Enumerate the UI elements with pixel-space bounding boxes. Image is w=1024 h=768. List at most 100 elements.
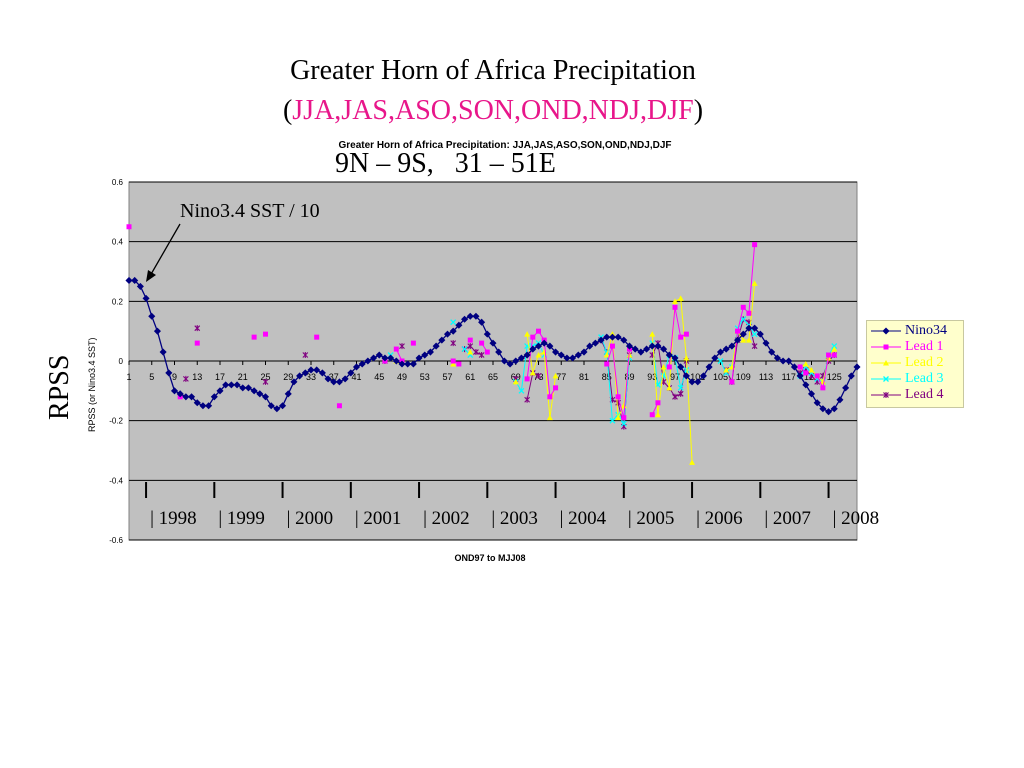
lead1-point (826, 352, 832, 358)
nino34-point (705, 363, 713, 371)
x-tick-label: 125 (827, 372, 842, 382)
year-label: | 2002 (423, 508, 470, 529)
lead1-point (655, 400, 661, 406)
x-tick-label: 57 (442, 372, 452, 382)
nino34-point (313, 366, 321, 374)
nino34-point (193, 399, 201, 407)
lead4-point (467, 343, 474, 350)
lead1-point (450, 358, 456, 364)
legend-item-lead3: Lead 3 (871, 371, 963, 387)
nino34-point (825, 408, 833, 416)
nino-annotation: Nino3.4 SST / 10 (180, 200, 320, 222)
year-label: | 2007 (764, 508, 811, 529)
x-tick-label: 93 (647, 372, 657, 382)
nino34-point (261, 393, 270, 401)
lead3-point (683, 366, 690, 373)
nino34-point (716, 348, 725, 356)
nino34-point (449, 327, 457, 335)
year-label: | 2004 (560, 508, 607, 529)
x-tick-label: 117 (782, 372, 796, 382)
nino34-point (762, 339, 770, 347)
nino34-point (216, 387, 224, 395)
lead3-point (518, 387, 525, 394)
lead1-point (672, 304, 678, 310)
x-tick-label: 65 (488, 372, 498, 382)
chart-title: Greater Horn of Africa Precipitation: JJ… (338, 140, 672, 151)
nino34-point (597, 336, 605, 344)
nino34-point (540, 339, 548, 347)
nino34-point (830, 405, 838, 413)
lead3-point (740, 316, 747, 323)
lead1-point (797, 364, 803, 370)
legend-swatch-lead4 (871, 392, 901, 398)
lead4-point (194, 325, 201, 332)
nino34-point (751, 324, 759, 332)
nino34-point (142, 294, 150, 302)
lead1-point (314, 334, 320, 340)
nino34-point (148, 312, 156, 320)
nino34-point (188, 393, 196, 401)
nino34-point (159, 348, 167, 356)
year-label: | 2000 (287, 508, 334, 529)
nino34-point (773, 354, 781, 362)
lead2-point (683, 355, 690, 361)
lead1-point (621, 415, 627, 421)
legend-item-lead1: Lead 1 (871, 339, 963, 355)
nino34-point (250, 387, 258, 395)
nino34-point (807, 390, 816, 398)
rpss-label: RPSS (44, 354, 75, 420)
nino34-point (125, 276, 133, 284)
nino34-point (586, 342, 594, 350)
lead2-point (883, 360, 889, 366)
y-tick-label: -0.6 (109, 536, 123, 545)
nino34-point (637, 348, 645, 356)
y-tick-label: 0 (119, 357, 124, 366)
lead2-point (831, 346, 838, 352)
lead4-point (883, 392, 889, 398)
chart-legend: Nino34 Lead 1 Lead 2 Lead 3 Lead 4 (866, 320, 964, 408)
year-label: | 2006 (696, 508, 743, 529)
legend-label-lead3: Lead 3 (905, 371, 944, 386)
lead1-point (615, 394, 621, 400)
lead1-point (683, 331, 689, 337)
subtitle-open-paren: ( (282, 95, 293, 126)
lead4-point (751, 343, 758, 350)
nino34-point (205, 402, 213, 410)
x-axis-label: OND97 to MJJ08 (454, 553, 526, 563)
y-tick-label: 0.6 (112, 178, 124, 187)
lead2-point (745, 337, 752, 343)
nino34-point (443, 330, 452, 338)
lead1-point (729, 379, 735, 385)
annotation-arrowhead (146, 270, 156, 282)
nino34-point (239, 384, 247, 392)
lead1-point (746, 310, 752, 316)
x-tick-label: 33 (306, 372, 316, 382)
nino34-point (853, 363, 861, 371)
lead2-point (620, 402, 627, 409)
year-label: | 1999 (218, 508, 265, 529)
nino34-point (347, 369, 355, 377)
legend-label-nino34: Nino34 (905, 323, 947, 338)
legend-swatch-nino34 (871, 327, 901, 335)
nino34-point (409, 360, 417, 368)
nino34-point (745, 324, 753, 332)
nino34-point (836, 396, 844, 404)
year-label: | 2003 (491, 508, 538, 529)
nino34-point (375, 351, 383, 359)
x-tick-label: 109 (736, 372, 751, 382)
nino34-point (882, 327, 890, 335)
slide-title: Greater Horn of Africa Precipitation (290, 55, 696, 86)
nino34-point (768, 348, 776, 356)
lead2-point (666, 384, 673, 391)
legend-swatch-lead2 (871, 360, 901, 366)
x-tick-label: 45 (374, 372, 384, 382)
x-tick-label: 105 (713, 372, 728, 382)
subtitle-seasons: JJA,JAS,ASO,SON,OND,NDJ,DJF (292, 95, 694, 126)
legend-item-lead4: Lead 4 (871, 387, 963, 403)
x-tick-label: 49 (397, 372, 407, 382)
nino34-point (580, 348, 588, 356)
lead1-point (649, 412, 655, 418)
lead1-point (393, 346, 399, 352)
nino34-point (694, 378, 702, 386)
lead4-point (302, 352, 309, 359)
